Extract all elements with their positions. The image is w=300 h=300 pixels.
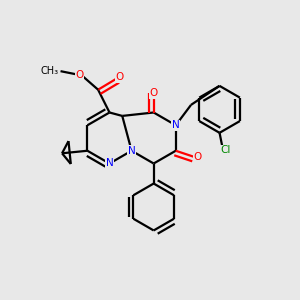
Text: Cl: Cl [220, 145, 231, 155]
Text: O: O [193, 152, 202, 162]
Text: N: N [128, 146, 136, 156]
Text: O: O [116, 72, 124, 82]
Text: N: N [172, 120, 180, 130]
Text: O: O [149, 88, 158, 98]
Text: N: N [106, 158, 113, 169]
Text: O: O [75, 70, 83, 80]
Text: CH₃: CH₃ [41, 66, 59, 76]
